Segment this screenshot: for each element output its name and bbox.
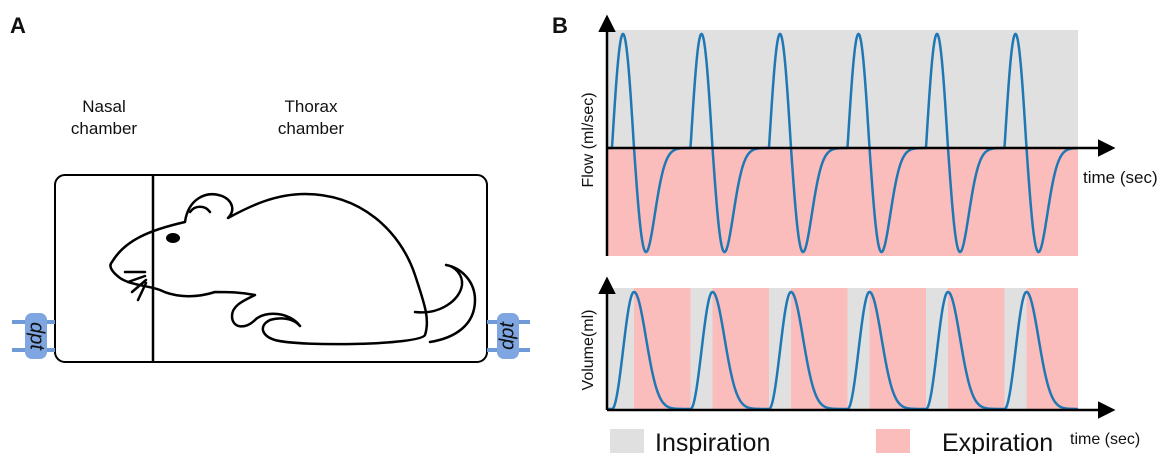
- mouse: [109, 192, 477, 346]
- mouse-eye: [166, 233, 180, 243]
- y-axis-label: Volume(ml): [580, 310, 597, 391]
- sensor-label: dpt: [496, 321, 518, 350]
- expiration-band: [607, 148, 1078, 256]
- panel-label: A: [10, 13, 26, 38]
- x-axis-label: time (sec): [1083, 168, 1158, 187]
- legend-swatch: [876, 429, 910, 453]
- chamber-box: [54, 174, 488, 363]
- expiration-band: [869, 288, 926, 410]
- legend-swatch: [610, 429, 644, 453]
- chamber-label: Thorax chamber: [278, 97, 344, 138]
- sensor-left: dpt: [12, 313, 55, 359]
- y-axis-label: Flow (ml/sec): [580, 92, 597, 187]
- expiration-band: [948, 288, 1005, 410]
- chamber-label: Nasal chamber: [71, 97, 137, 138]
- expiration-band: [1026, 288, 1078, 410]
- sensor-right: dpt: [487, 313, 530, 359]
- expiration-band: [712, 288, 769, 410]
- expiration-band: [791, 288, 848, 410]
- expiration-band: [634, 288, 691, 410]
- inspiration-band: [607, 30, 1078, 148]
- legend-label: Inspiration: [655, 429, 770, 454]
- panel-label: B: [552, 13, 568, 38]
- x-axis-label: time (sec): [1070, 431, 1140, 448]
- legend-label: Expiration: [942, 429, 1053, 454]
- sensor-label: dpt: [26, 322, 48, 351]
